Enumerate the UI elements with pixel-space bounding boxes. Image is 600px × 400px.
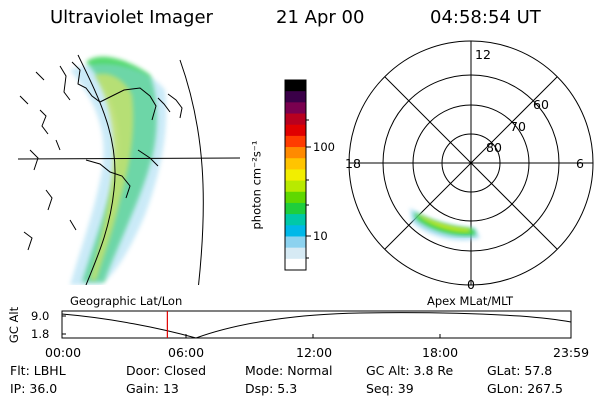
geographic-map	[17, 54, 241, 285]
colorbar-stripe	[285, 158, 306, 170]
polar-panel-label: Apex MLat/MLT	[427, 294, 514, 308]
altitude-xtick-3: 18:00	[422, 345, 459, 360]
altitude-xtick-1: 06:00	[168, 345, 205, 360]
colorbar-tick-label-10: 10	[313, 229, 328, 243]
observation-date: 21 Apr 00	[276, 7, 365, 28]
mlt-label-18: 18	[345, 156, 361, 171]
mlt-label-0: 0	[467, 277, 475, 292]
altitude-xtick-0: 00:00	[45, 345, 82, 360]
mlat-label-80: 80	[486, 140, 502, 155]
altitude-plot-frame	[61, 310, 572, 339]
colorbar-stripe	[285, 247, 306, 260]
polar-plot	[348, 40, 594, 286]
altitude-plot	[61, 310, 572, 339]
altitude-ytick-low: 1.8	[31, 327, 50, 341]
coastline	[19, 61, 171, 251]
status-door: Door: Closed	[126, 363, 207, 378]
colorbar-stripe	[285, 169, 306, 182]
colorbar-stripe	[285, 147, 306, 159]
colorbar-stripe	[285, 124, 306, 137]
colorbar-stripe	[285, 258, 306, 271]
colorbar	[284, 79, 311, 271]
mlt-label-6: 6	[576, 156, 584, 171]
parallel-line	[17, 157, 241, 160]
colorbar-border	[284, 79, 307, 271]
instrument-title: Ultraviolet Imager	[50, 7, 213, 28]
colorbar-stripe	[285, 236, 306, 249]
status-gc-alt: GC Alt: 3.8 Re	[366, 363, 454, 378]
colorbar-stripe	[285, 191, 306, 204]
colorbar-stripe	[285, 135, 306, 148]
colorbar-stripe	[285, 80, 306, 92]
colorbar-tick-label-100: 100	[313, 140, 335, 154]
colorbar-stripe	[285, 214, 306, 226]
altitude-curve	[61, 312, 572, 339]
colorbar-stripes	[284, 79, 307, 271]
status-glat: GLat: 57.8	[487, 363, 553, 378]
colorbar-stripe	[285, 225, 306, 237]
altitude-ylabel: GC Alt	[7, 306, 22, 344]
observation-time: 04:58:54 UT	[430, 7, 541, 28]
status-mode: Mode: Normal	[245, 363, 333, 378]
colorbar-stripe	[285, 113, 306, 126]
colorbar-stripe	[285, 91, 306, 103]
mlt-label-12: 12	[475, 47, 491, 62]
colorbar-stripe	[285, 180, 306, 193]
altitude-xtick-2: 12:00	[296, 345, 333, 360]
aurora-polar	[410, 208, 480, 241]
meridian-line	[77, 54, 116, 285]
colorbar-unit-label: photon cm⁻²s⁻¹	[249, 140, 264, 230]
mlat-label-70: 70	[510, 119, 526, 134]
status-seq: Seq: 39	[366, 381, 414, 396]
status-flt: Flt: LBHL	[10, 363, 66, 378]
mlat-label-60: 60	[533, 97, 549, 112]
geo-panel-label: Geographic Lat/Lon	[70, 294, 183, 308]
status-glon: GLon: 267.5	[487, 381, 563, 396]
colorbar-stripe	[285, 102, 306, 115]
altitude-xtick-4: 23:59	[553, 345, 590, 360]
colorbar-stripe	[285, 202, 306, 215]
altitude-ytick-high: 9.0	[31, 309, 50, 323]
status-ip: IP: 36.0	[10, 381, 58, 396]
earth-limb	[179, 59, 204, 285]
status-dsp: Dsp: 5.3	[245, 381, 298, 396]
status-gain: Gain: 13	[126, 381, 179, 396]
